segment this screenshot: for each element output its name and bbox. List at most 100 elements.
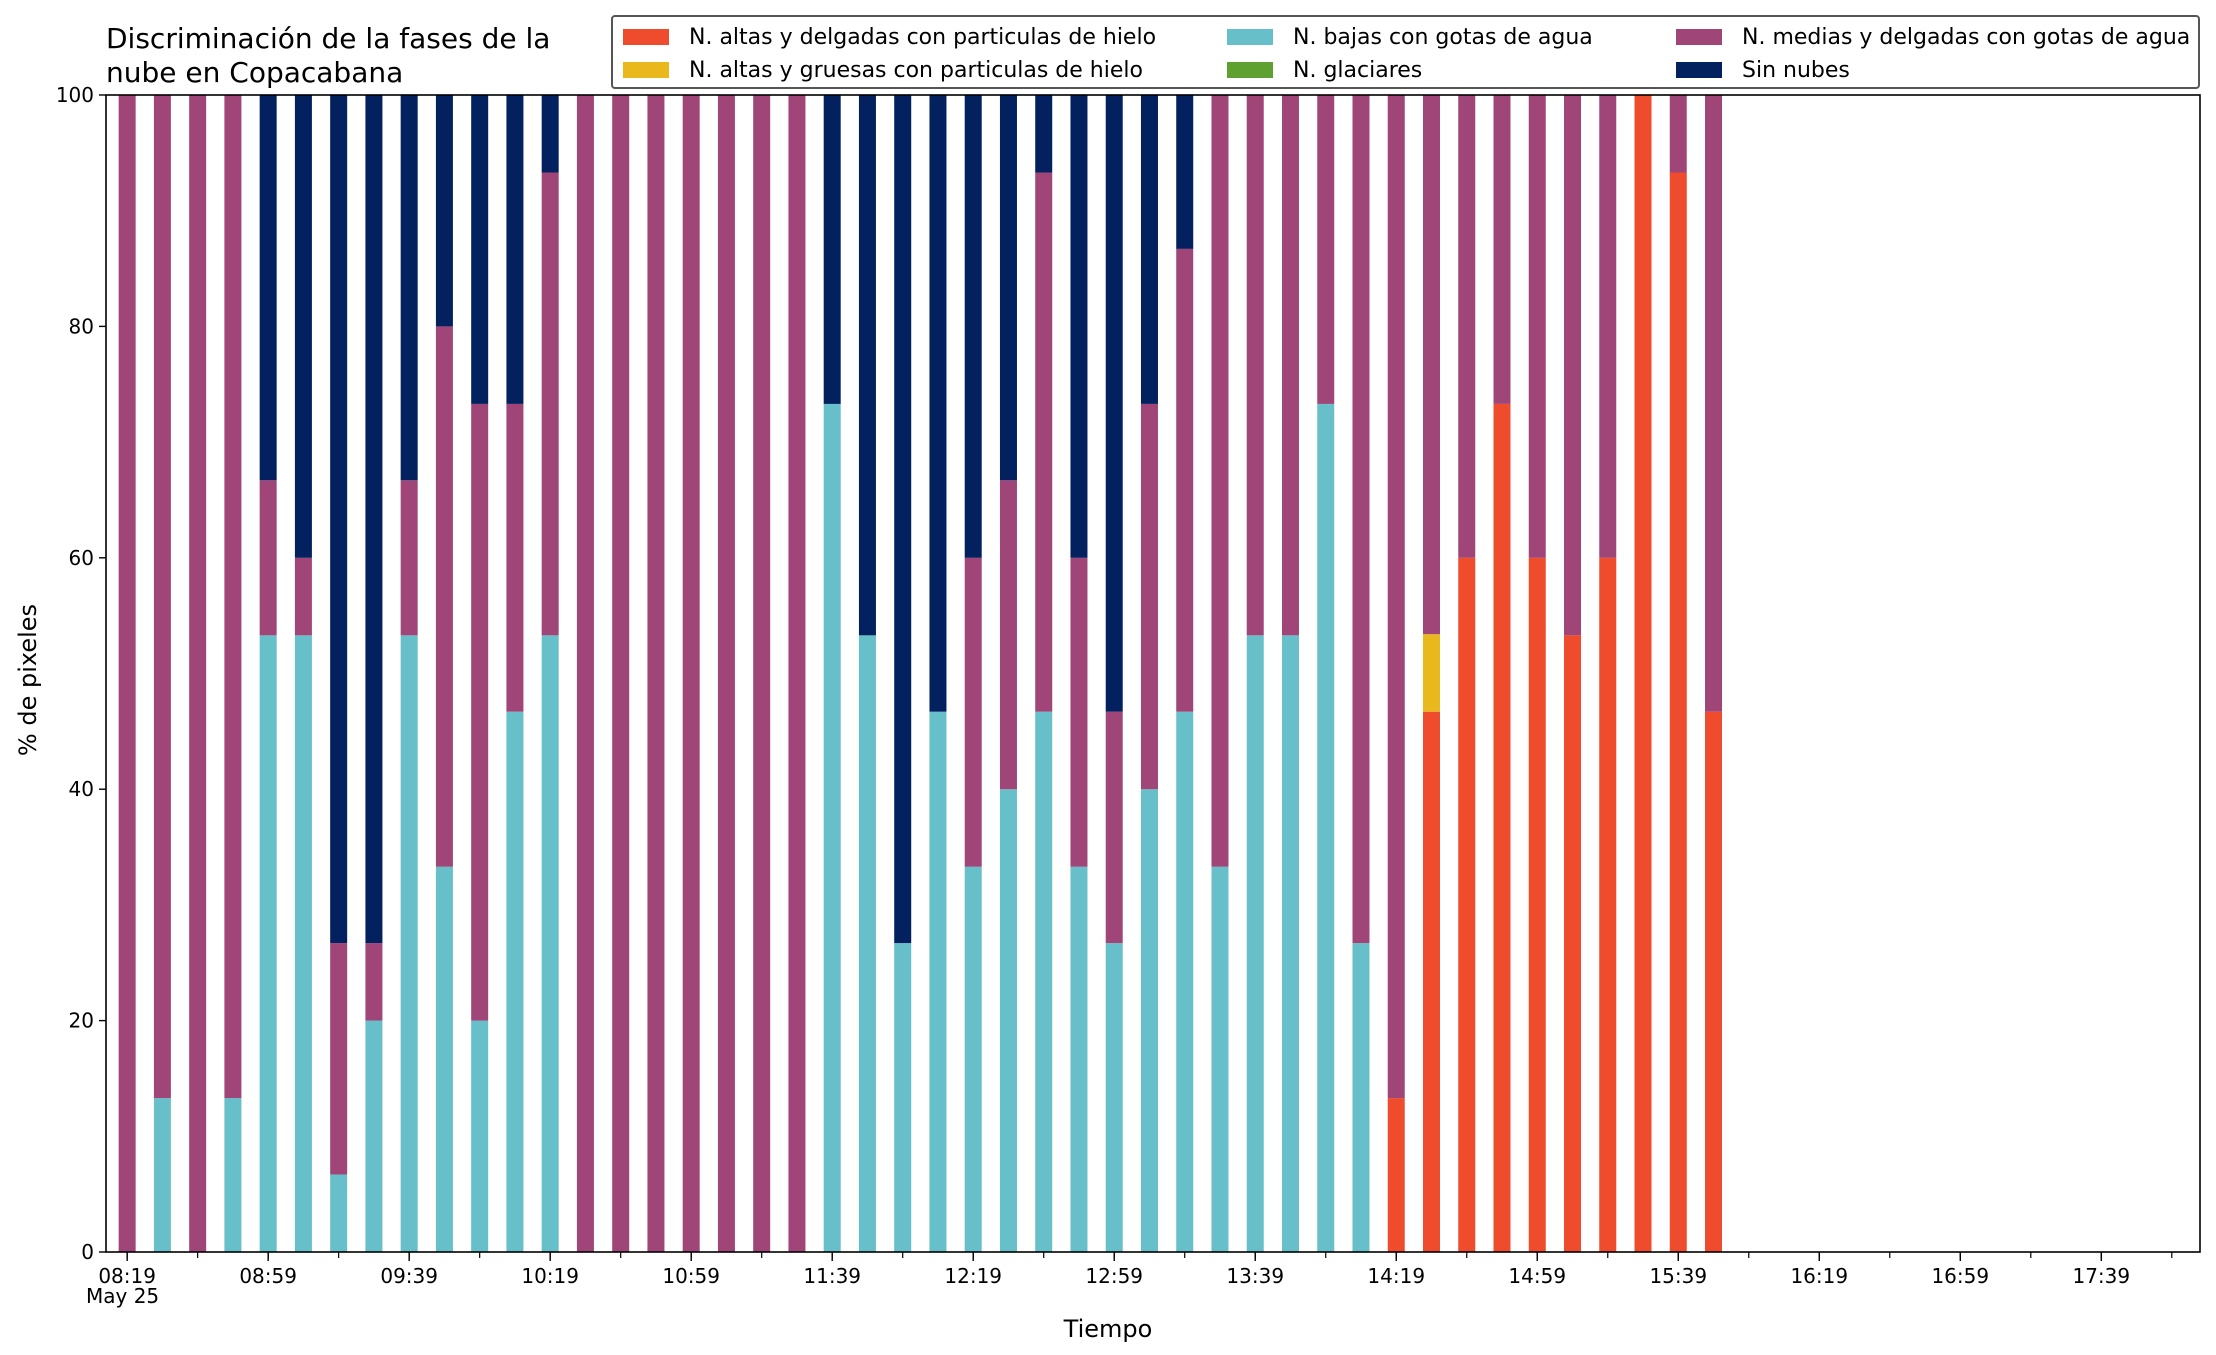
legend-swatch [623,62,669,78]
bar-segment [471,95,489,404]
bar-segment [1070,95,1088,558]
bar-segment [400,95,418,481]
x-tick-label: 10:19 [521,1264,579,1288]
bar-segment [189,95,207,1252]
bar-segment [823,403,841,1252]
legend-entry: Sin nubes [1676,54,1850,86]
bar-segment [1140,95,1158,404]
bar-segment [506,711,524,1252]
bar-segment [1070,866,1088,1252]
legend-label: Sin nubes [1742,57,1850,83]
bar-segment [1528,95,1546,558]
chart-title: Discriminación de la fases de la nube en… [106,22,551,89]
bar-segment [259,635,277,1252]
legend-swatch [1676,29,1722,45]
bar-segment [541,172,559,636]
bar-segment [1564,95,1582,636]
bar-segment [1281,635,1299,1252]
bar-segment [1035,711,1053,1252]
bar-segment [1317,95,1335,404]
y-axis-label: % de pixeles [14,603,42,757]
x-tick-label: 16:59 [1931,1264,1989,1288]
bar-segment [435,866,453,1252]
legend-entry: N. bajas con gotas de agua [1227,21,1593,53]
bar-segment [1493,95,1511,404]
x-tick-label: 08:59 [239,1264,297,1288]
bar-segment [153,95,171,1099]
y-tick-label: 60 [69,546,94,570]
bar-segment [1176,711,1194,1252]
x-axis-label: Tiempo [1063,1315,1153,1343]
bar-segment [506,403,524,712]
bar-segment [858,95,876,636]
x-tick-label: 09:39 [380,1264,438,1288]
bar-segment [1035,95,1053,173]
bar-segment [999,95,1017,481]
bar-segment [294,635,312,1252]
legend-label: N. glaciares [1293,57,1423,83]
bar-segment [1105,711,1123,944]
bar-segment [400,635,418,1252]
bar-segment [330,943,348,1175]
bar-segment [1317,403,1335,1252]
plot-frame [105,94,2201,1253]
bar-segment [858,635,876,1252]
bar-segment [1422,711,1440,1252]
bar-segment [1035,172,1053,712]
bar-segment [1669,172,1687,1252]
bar-segment [1458,557,1476,1252]
bar-segment [1422,634,1440,712]
bar-segment [1705,95,1723,712]
bar-segment [224,95,242,1099]
bar-segment [1105,943,1123,1252]
bar-segment [1211,866,1229,1252]
bar-segment [1705,711,1723,1252]
bar-segment [1211,95,1229,867]
x-tick-label: 12:59 [1085,1264,1143,1288]
bar-segment [1246,95,1264,636]
bar-segment [1387,1098,1405,1252]
bar-segment [964,557,982,867]
x-tick-label: 16:19 [1790,1264,1848,1288]
legend-entry: N. altas y delgadas con particulas de hi… [623,21,1156,53]
bar-segment [365,943,383,1021]
bar-segment [894,943,912,1252]
legend-label: N. altas y gruesas con particulas de hie… [689,57,1143,83]
bar-segment [929,95,947,712]
x-tick-label: 11:39 [803,1264,861,1288]
legend-swatch [1676,62,1722,78]
bar-segment [1528,557,1546,1252]
x-axis-date-label: May 25 [86,1284,160,1308]
bars-layer [118,95,1723,1252]
x-tick-label: 14:19 [1367,1264,1425,1288]
bar-segment [1105,95,1123,712]
legend-label: N. medias y delgadas con gotas de agua [1742,24,2191,50]
bar-segment [1458,95,1476,558]
y-tick-label: 80 [69,314,94,338]
bar-segment [1599,557,1617,1252]
bar-segment [471,403,489,1021]
legend-entry: N. altas y gruesas con particulas de hie… [623,54,1143,86]
x-tick-label: 12:19 [944,1264,1002,1288]
x-tick-label: 10:59 [662,1264,720,1288]
x-tick-label: 14:59 [1508,1264,1566,1288]
bar-segment [717,95,735,1252]
bar-segment [1599,95,1617,558]
legend-swatch [1227,62,1273,78]
bar-segment [576,95,594,1252]
legend-swatch [623,29,669,45]
legend-entry: N. glaciares [1227,54,1422,86]
bar-segment [1176,95,1194,249]
bar-segment [1564,635,1582,1252]
bar-segment [259,480,277,636]
bar-segment [1281,95,1299,636]
bar-segment [999,480,1017,790]
bar-segment [153,1098,171,1252]
bar-segment [1669,95,1687,173]
y-tick-label: 20 [69,1009,94,1033]
bar-segment [1387,95,1405,1099]
x-tick-label: 15:39 [1649,1264,1707,1288]
bar-segment [823,95,841,404]
bar-segment [118,95,136,1252]
bar-segment [541,635,559,1252]
